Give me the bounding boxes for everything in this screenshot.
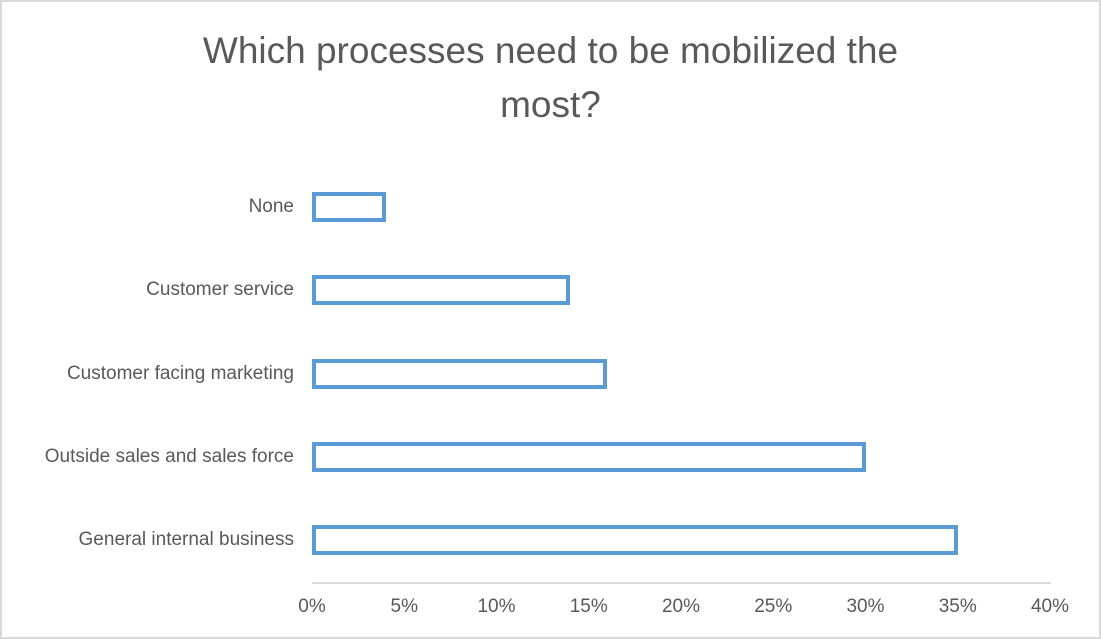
x-tick-label: 35% bbox=[938, 596, 977, 617]
bar bbox=[312, 191, 386, 222]
x-tick-label: 30% bbox=[846, 596, 885, 617]
category-label: Outside sales and sales force bbox=[44, 445, 294, 467]
category-labels: None Customer service Customer facing mark… bbox=[2, 165, 294, 583]
bar bbox=[312, 275, 571, 306]
x-tick-label: 10% bbox=[477, 596, 516, 617]
category-label: General internal business bbox=[78, 529, 294, 551]
x-tick-label: 0% bbox=[298, 596, 326, 617]
chart-title: Which processes need to be mobilized the… bbox=[202, 30, 899, 125]
x-tick-label: 15% bbox=[569, 596, 608, 617]
bar bbox=[312, 358, 608, 389]
category-label: Customer facing marketing bbox=[66, 362, 294, 384]
x-axis-ticks: 0% 5% 10% 15% 20% 25% 30% 35% 40% bbox=[298, 596, 1069, 622]
x-axis-line bbox=[312, 582, 1051, 584]
x-tick-label: 5% bbox=[390, 596, 418, 617]
category-label: None bbox=[248, 195, 294, 217]
category-label: Customer service bbox=[146, 279, 294, 301]
bar bbox=[312, 525, 958, 556]
bar bbox=[312, 441, 866, 472]
x-tick-label: 25% bbox=[754, 596, 793, 617]
x-tick-label: 40% bbox=[1030, 596, 1070, 617]
x-tick-label: 20% bbox=[661, 596, 701, 617]
plot-area bbox=[312, 165, 1050, 583]
